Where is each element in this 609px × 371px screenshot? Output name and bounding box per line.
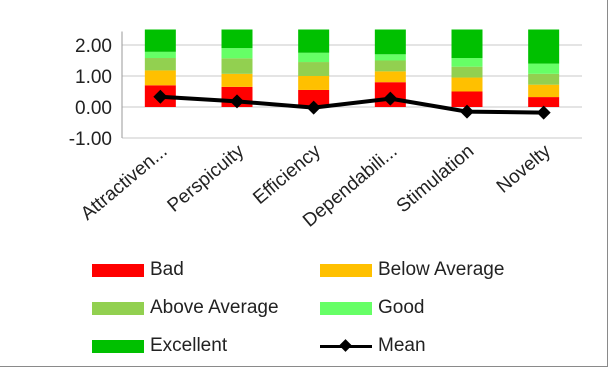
legend-label-mean: Mean xyxy=(378,335,426,356)
legend-swatch-excellent xyxy=(92,339,144,353)
bar-above-average-stimulation xyxy=(451,66,483,78)
legend-item-above-average: Above Average xyxy=(92,296,279,320)
x-tick-label-perspicuity: Perspicuity xyxy=(164,140,249,216)
mean-point-perspicuity xyxy=(230,94,244,109)
bar-excellent-efficiency xyxy=(298,29,330,53)
legend-label-bad: Bad xyxy=(150,259,184,280)
bar-good-perspicuity xyxy=(221,48,253,59)
bar-below-average-novelty xyxy=(528,84,560,98)
bar-good-dependabili xyxy=(374,54,406,61)
x-tick-label-novelty: Novelty xyxy=(493,140,555,197)
bar-excellent-dependabili xyxy=(374,29,406,55)
mean-point-novelty xyxy=(536,105,551,120)
y-axis: 2.00 1.00 0.00 -1.00 xyxy=(69,31,123,150)
benchmark-chart: 2.00 1.00 0.00 -1.00 Attractiven...Perspicu… xyxy=(69,29,582,232)
mean-point-stimulation xyxy=(460,104,474,119)
bar-excellent-stimulation xyxy=(451,29,483,59)
mean-point-dependabili xyxy=(383,91,398,106)
bar-below-average-efficiency xyxy=(298,76,330,90)
mean-point-attractiven xyxy=(153,89,168,104)
legend-label-good: Good xyxy=(378,297,425,318)
x-tick-label-attractiven: Attractiven... xyxy=(77,141,171,225)
bar-above-average-attractiven xyxy=(144,58,176,71)
legend-label-excellent: Excellent xyxy=(150,335,228,356)
legend: Bad Below Average Above Average Good Exc… xyxy=(92,258,562,363)
y-tick-label: -1.00 xyxy=(69,129,112,150)
bar-excellent-novelty xyxy=(528,29,560,64)
mean-series-line xyxy=(160,94,544,115)
bar-above-average-novelty xyxy=(528,73,560,85)
legend-item-excellent: Excellent xyxy=(92,334,227,358)
bar-bad-novelty xyxy=(528,97,560,107)
bar-bad-efficiency xyxy=(298,89,330,107)
bar-below-average-attractiven xyxy=(144,70,176,86)
bar-good-novelty xyxy=(528,63,560,74)
y-tick-label: 2.00 xyxy=(75,36,112,57)
x-tick-label-efficiency: Efficiency xyxy=(249,140,325,208)
legend-item-mean: Mean xyxy=(320,334,426,358)
bar-above-average-perspicuity xyxy=(221,58,253,74)
bar-good-efficiency xyxy=(298,52,330,63)
legend-label-below-average: Below Average xyxy=(378,259,505,280)
bar-below-average-stimulation xyxy=(451,77,483,92)
bar-below-average-perspicuity xyxy=(221,73,253,87)
x-tick-label-stimulation: Stimulation xyxy=(393,141,479,218)
bar-above-average-efficiency xyxy=(298,62,330,76)
legend-swatch-below-average xyxy=(320,263,372,277)
bar-excellent-perspicuity xyxy=(221,29,253,49)
legend-swatch-mean xyxy=(320,340,372,353)
y-tick-label: 0.00 xyxy=(75,98,112,119)
bar-good-stimulation xyxy=(451,58,483,67)
bar-above-average-dependabili xyxy=(374,60,406,72)
legend-swatch-bad xyxy=(92,263,144,277)
mean-line xyxy=(153,89,551,120)
x-axis: Attractiven...Perspicuity EfficiencyDepen… xyxy=(77,140,555,231)
bar-bad-stimulation xyxy=(451,91,483,107)
y-tick-label: 1.00 xyxy=(75,67,112,88)
legend-item-below-average: Below Average xyxy=(320,258,504,282)
legend-swatch-good xyxy=(320,301,372,315)
bar-good-attractiven xyxy=(144,51,176,59)
mean-point-efficiency xyxy=(306,100,321,115)
gridlines xyxy=(122,44,582,139)
legend-item-good: Good xyxy=(320,296,424,320)
legend-swatch-above-average xyxy=(92,301,144,315)
bar-excellent-attractiven xyxy=(144,29,176,52)
legend-label-above-average: Above Average xyxy=(150,297,279,318)
legend-item-bad: Bad xyxy=(92,258,184,282)
bar-below-average-dependabili xyxy=(374,71,406,83)
stacked-bars xyxy=(144,29,560,107)
